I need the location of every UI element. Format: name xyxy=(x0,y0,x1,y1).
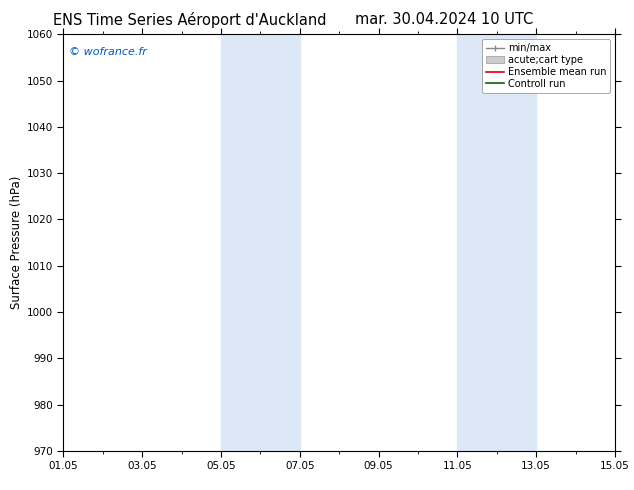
Y-axis label: Surface Pressure (hPa): Surface Pressure (hPa) xyxy=(10,176,23,309)
Text: © wofrance.fr: © wofrance.fr xyxy=(69,47,147,57)
Text: ENS Time Series Aéroport d'Auckland: ENS Time Series Aéroport d'Auckland xyxy=(53,12,327,28)
Text: mar. 30.04.2024 10 UTC: mar. 30.04.2024 10 UTC xyxy=(354,12,533,27)
Bar xyxy=(457,34,536,451)
Bar xyxy=(221,34,300,451)
Legend: min/max, acute;cart type, Ensemble mean run, Controll run: min/max, acute;cart type, Ensemble mean … xyxy=(482,39,610,93)
